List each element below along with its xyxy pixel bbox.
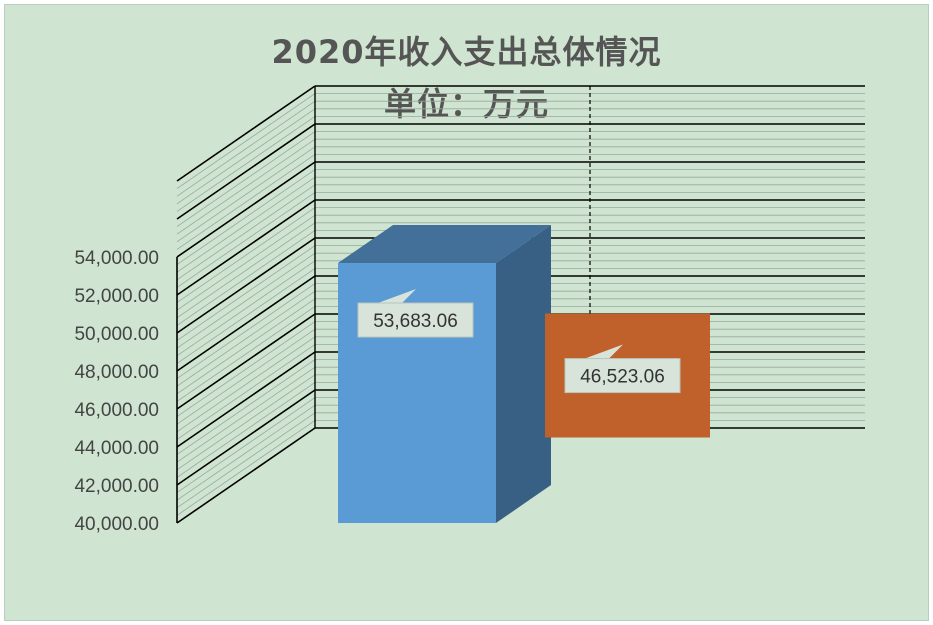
chart-frame: 2020年收入支出总体情况 单位：万元 40,000.00 42,000.00 44… bbox=[4, 4, 929, 621]
gridline-left-minor bbox=[176, 176, 316, 273]
gridline-left-minor bbox=[176, 207, 316, 303]
gridline-left-minor bbox=[176, 359, 316, 455]
gridline-left-minor bbox=[176, 100, 316, 197]
gridline-left-minor bbox=[176, 93, 316, 189]
gridline-left-minor bbox=[176, 344, 316, 440]
gridline-left-minor bbox=[176, 184, 316, 281]
chart-plot: 40,000.00 42,000.00 44,000.00 46,000.00 48,0… bbox=[74, 85, 865, 535]
bar bbox=[338, 225, 551, 524]
y-tick-label: 52,000.00 bbox=[74, 286, 159, 307]
gridline-left-minor bbox=[176, 252, 316, 349]
gridline-left-minor bbox=[176, 131, 316, 227]
gridline-left-major bbox=[176, 275, 316, 372]
gridline-left-minor bbox=[176, 146, 316, 243]
y-tick-label: 40,000.00 bbox=[74, 514, 159, 535]
gridline-left-minor bbox=[176, 374, 316, 471]
bar-top bbox=[338, 225, 551, 264]
gridline-left-major bbox=[176, 237, 316, 334]
gridline-left-minor bbox=[176, 230, 316, 326]
data-label-pointer bbox=[378, 289, 416, 304]
y-tick-label: 54,000.00 bbox=[74, 248, 159, 269]
gridline-left-minor bbox=[176, 116, 316, 212]
bar-front bbox=[338, 263, 496, 523]
gridline-left-minor bbox=[176, 336, 316, 433]
y-tick-labels: 40,000.00 42,000.00 44,000.00 46,000.00 48,0… bbox=[74, 248, 159, 535]
data-label: 53,683.06 bbox=[357, 289, 474, 338]
gridline-left-minor bbox=[176, 298, 316, 395]
gridline-left-minor bbox=[176, 404, 316, 501]
gridline-left-minor bbox=[176, 108, 316, 205]
data-label-text: 53,683.06 bbox=[373, 311, 458, 332]
bar-side bbox=[496, 225, 551, 524]
gridline-left-minor bbox=[176, 138, 316, 235]
y-tick-label: 42,000.00 bbox=[74, 476, 159, 497]
y-tick-label: 46,000.00 bbox=[74, 400, 159, 421]
data-labels: 53,683.06 46,523.06 bbox=[357, 289, 681, 394]
data-label: 46,523.06 bbox=[564, 344, 681, 394]
gridline-left-minor bbox=[176, 214, 316, 311]
gridline-left-major bbox=[176, 313, 316, 410]
data-label-text: 46,523.06 bbox=[580, 367, 665, 388]
gridline-left-minor bbox=[176, 290, 316, 387]
gridline-left-minor bbox=[176, 328, 316, 425]
gridline-left-minor bbox=[176, 306, 316, 402]
gridline-left-minor bbox=[176, 222, 316, 319]
gridline-left-minor bbox=[176, 192, 316, 288]
gridline-left-minor bbox=[176, 382, 316, 478]
y-tick-label: 48,000.00 bbox=[74, 362, 159, 383]
gridline-left-minor bbox=[176, 412, 316, 509]
chart-title: 2020年收入支出总体情况 bbox=[271, 33, 662, 71]
gridline-left-minor bbox=[176, 321, 316, 417]
gridline-left-major bbox=[176, 351, 316, 448]
gridline-left-minor bbox=[176, 154, 316, 250]
gridline-left-major bbox=[176, 199, 316, 296]
gridline-left-minor bbox=[176, 268, 316, 364]
gridline-left-minor bbox=[176, 420, 316, 516]
gridline-left-major bbox=[176, 427, 316, 524]
gridline-left-major bbox=[176, 85, 316, 182]
gridline-left-minor bbox=[176, 283, 316, 379]
gridline-left-minor bbox=[176, 397, 316, 493]
gridline-left-major bbox=[176, 389, 316, 486]
gridline-left-minor bbox=[176, 366, 316, 463]
data-label-pointer bbox=[585, 344, 623, 359]
gridline-left-minor bbox=[176, 245, 316, 341]
gridline-left-major bbox=[176, 161, 316, 258]
gridline-left-major bbox=[176, 123, 316, 220]
gridline-left-minor bbox=[176, 169, 316, 265]
data-label-box bbox=[357, 302, 474, 338]
y-tick-label: 44,000.00 bbox=[74, 438, 159, 459]
y-tick-label: 50,000.00 bbox=[74, 324, 159, 345]
gridline-left-minor bbox=[176, 260, 316, 357]
data-label-box bbox=[564, 358, 681, 394]
